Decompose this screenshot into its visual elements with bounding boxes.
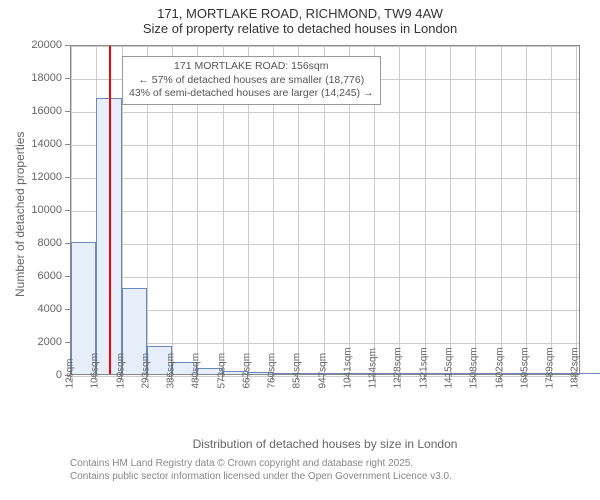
x-tick-mark bbox=[398, 375, 399, 380]
footer-line2: Contains public sector information licen… bbox=[70, 470, 452, 483]
y-tick-mark bbox=[65, 309, 70, 310]
x-tick-mark bbox=[550, 375, 551, 380]
grid-line-v bbox=[501, 46, 502, 374]
x-tick-mark bbox=[121, 375, 122, 380]
annotation-line1: 171 MORTLAKE ROAD: 156sqm bbox=[129, 60, 374, 74]
x-tick-mark bbox=[171, 375, 172, 380]
x-tick-mark bbox=[146, 375, 147, 380]
title-block: 171, MORTLAKE ROAD, RICHMOND, TW9 4AW Si… bbox=[0, 0, 600, 36]
x-tick-mark bbox=[474, 375, 475, 380]
plot-area: 171 MORTLAKE ROAD: 156sqm← 57% of detach… bbox=[70, 45, 580, 375]
x-tick-mark bbox=[449, 375, 450, 380]
y-tick-mark bbox=[65, 78, 70, 79]
chart-title-line2: Size of property relative to detached ho… bbox=[0, 21, 600, 36]
y-tick-mark bbox=[65, 243, 70, 244]
y-tick-label: 10000 bbox=[22, 204, 62, 216]
grid-line-v bbox=[551, 46, 552, 374]
y-tick-mark bbox=[65, 210, 70, 211]
y-tick-label: 4000 bbox=[22, 303, 62, 315]
x-tick-mark bbox=[247, 375, 248, 380]
y-tick-mark bbox=[65, 342, 70, 343]
y-tick-label: 6000 bbox=[22, 270, 62, 282]
y-tick-label: 0 bbox=[22, 369, 62, 381]
y-tick-mark bbox=[65, 111, 70, 112]
x-tick-mark bbox=[348, 375, 349, 380]
chart-container: 171, MORTLAKE ROAD, RICHMOND, TW9 4AW Si… bbox=[0, 0, 600, 500]
x-tick-mark bbox=[272, 375, 273, 380]
grid-line-v bbox=[475, 46, 476, 374]
annotation-line3: 43% of semi-detached houses are larger (… bbox=[129, 87, 374, 101]
x-tick-mark bbox=[70, 375, 71, 380]
footer-note: Contains HM Land Registry data © Crown c… bbox=[70, 457, 452, 483]
y-tick-label: 8000 bbox=[22, 237, 62, 249]
annotation-line2: ← 57% of detached houses are smaller (18… bbox=[129, 74, 374, 88]
footer-line1: Contains HM Land Registry data © Crown c… bbox=[70, 457, 452, 470]
y-tick-label: 20000 bbox=[22, 39, 62, 51]
annotation-box: 171 MORTLAKE ROAD: 156sqm← 57% of detach… bbox=[122, 56, 381, 105]
x-tick-mark bbox=[222, 375, 223, 380]
x-tick-mark bbox=[424, 375, 425, 380]
x-tick-mark bbox=[297, 375, 298, 380]
y-tick-label: 16000 bbox=[22, 105, 62, 117]
x-tick-mark bbox=[95, 375, 96, 380]
chart-title-line1: 171, MORTLAKE ROAD, RICHMOND, TW9 4AW bbox=[0, 6, 600, 21]
x-tick-mark bbox=[373, 375, 374, 380]
y-tick-mark bbox=[65, 144, 70, 145]
grid-line-v bbox=[576, 46, 577, 374]
grid-line-v bbox=[526, 46, 527, 374]
x-axis-title: Distribution of detached houses by size … bbox=[70, 437, 580, 451]
y-tick-mark bbox=[65, 177, 70, 178]
grid-line-v bbox=[425, 46, 426, 374]
y-tick-label: 12000 bbox=[22, 171, 62, 183]
y-tick-label: 18000 bbox=[22, 72, 62, 84]
y-tick-mark bbox=[65, 45, 70, 46]
reference-line bbox=[109, 46, 111, 374]
y-tick-mark bbox=[65, 276, 70, 277]
y-tick-label: 14000 bbox=[22, 138, 62, 150]
x-tick-mark bbox=[500, 375, 501, 380]
x-tick-mark bbox=[575, 375, 576, 380]
y-tick-label: 2000 bbox=[22, 336, 62, 348]
grid-line-v bbox=[450, 46, 451, 374]
x-tick-mark bbox=[323, 375, 324, 380]
x-tick-mark bbox=[525, 375, 526, 380]
x-tick-mark bbox=[196, 375, 197, 380]
grid-line-v bbox=[399, 46, 400, 374]
